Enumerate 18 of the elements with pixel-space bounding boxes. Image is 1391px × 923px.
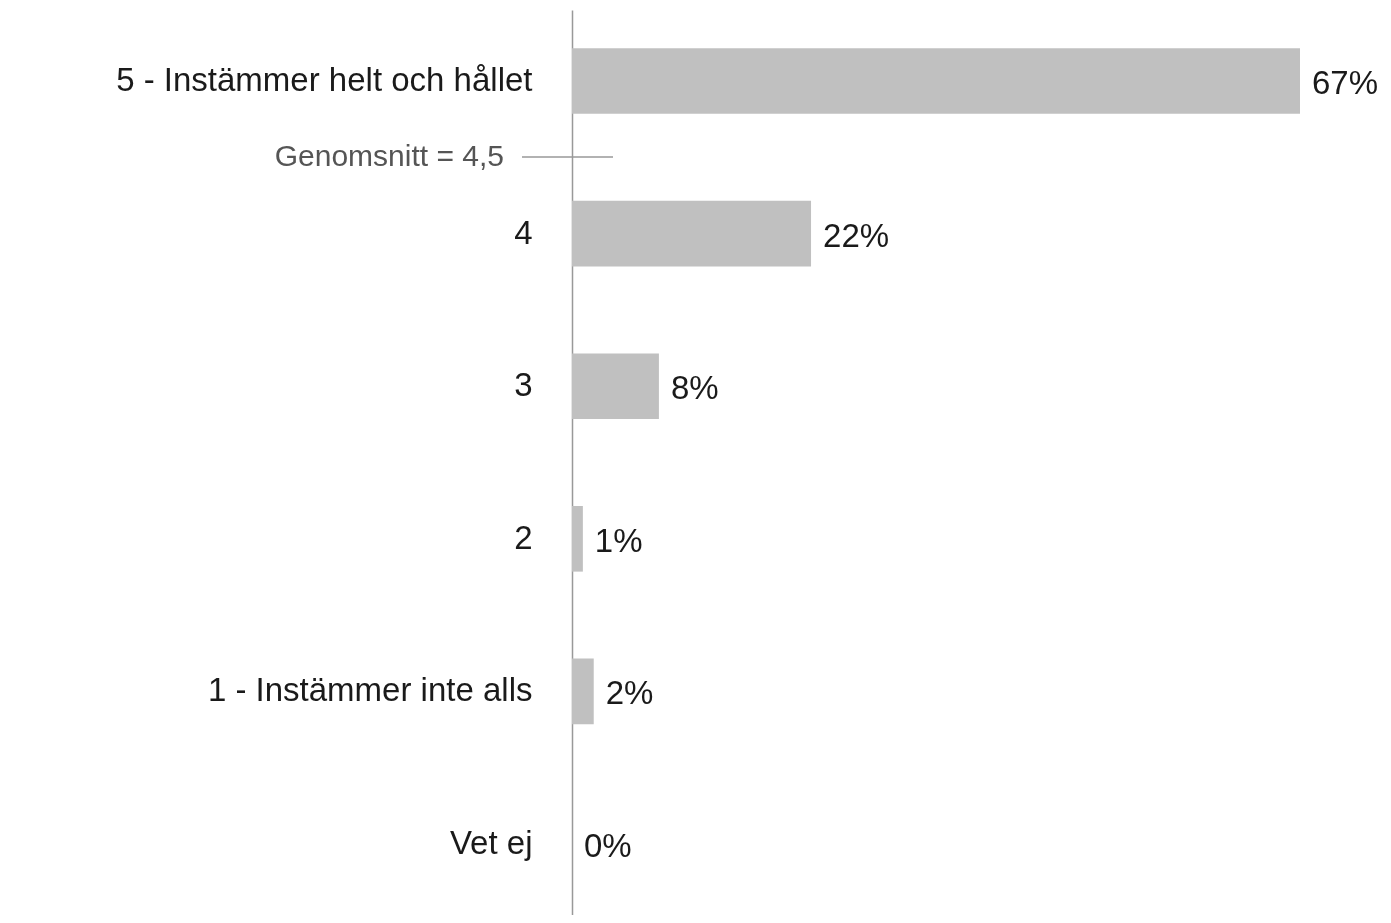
bar	[572, 505, 583, 572]
data-label: 8%	[670, 369, 719, 407]
y-tick-label: 5 - Instämmer helt och hållet	[116, 60, 533, 98]
data-label: 67%	[1312, 63, 1379, 101]
data-label: 22%	[823, 216, 890, 254]
bar	[572, 200, 812, 267]
y-tick-label: 2	[514, 518, 533, 556]
y-tick-label: Vet ej	[449, 824, 533, 862]
bar	[572, 353, 659, 420]
bar	[572, 658, 594, 725]
text: Genomsnitt = 4,5	[274, 138, 504, 172]
data-label: 1%	[594, 521, 643, 559]
y-tick-label: 3	[514, 366, 533, 404]
data-label: 0%	[584, 827, 632, 865]
y-tick-label: 4	[514, 213, 533, 251]
bar	[572, 48, 1300, 114]
y-tick-label: 1 - Instämmer inte alls	[207, 671, 533, 709]
data-label: 2%	[605, 674, 654, 712]
